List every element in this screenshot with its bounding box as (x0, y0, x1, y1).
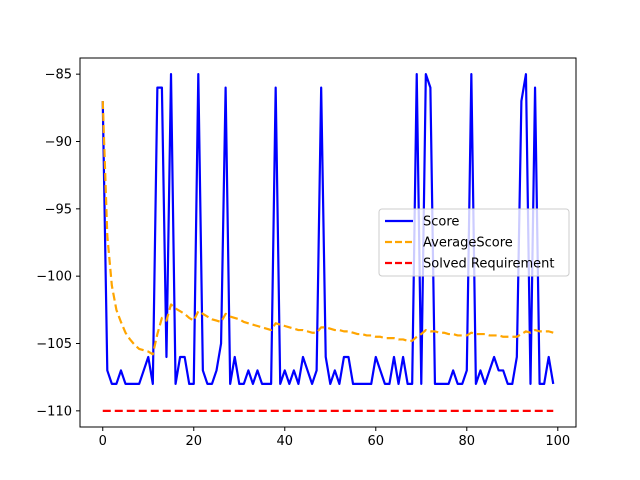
series-line-averagescore (101, 101, 554, 356)
y-tick-label: −100 (36, 270, 72, 285)
legend: Score AverageScore Solved Requirement (378, 208, 570, 277)
y-tick-label: −110 (36, 404, 72, 419)
series-line-score (101, 73, 555, 386)
y-tick-label: −85 (45, 68, 72, 83)
x-tick-label: 40 (276, 434, 293, 449)
x-tick-label: 60 (368, 434, 385, 449)
x-tick-label: 0 (99, 434, 107, 449)
axes: 0 20 40 60 80 100 −110 −105 −100 −95 −90 −85 (36, 57, 577, 449)
legend-label: AverageScore (423, 236, 513, 251)
axes-frame (79, 57, 577, 428)
legend-label: Solved Requirement (423, 257, 555, 272)
y-tick-label: −95 (45, 202, 72, 217)
y-tick-label: −90 (45, 135, 72, 150)
x-tick-label: 20 (185, 434, 202, 449)
x-tick-label: 100 (545, 434, 570, 449)
legend-label: Score (423, 215, 459, 230)
y-tick-label: −105 (36, 337, 72, 352)
x-tick-label: 80 (459, 434, 476, 449)
plot-area (101, 73, 555, 412)
legend-box (378, 208, 570, 277)
